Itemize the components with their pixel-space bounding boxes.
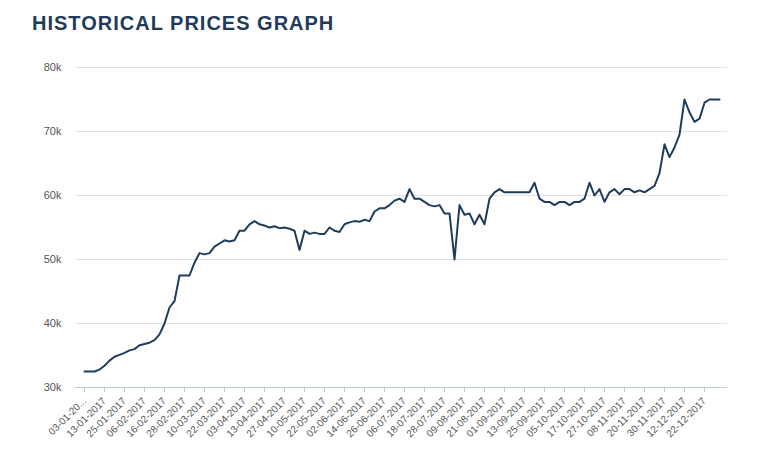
svg-text:09-08-2017: 09-08-2017 [424,395,469,440]
svg-text:01-09-2017: 01-09-2017 [464,395,509,440]
svg-text:21-08-2017: 21-08-2017 [444,395,489,440]
svg-text:06-07-2017: 06-07-2017 [364,395,409,440]
svg-text:50k: 50k [44,253,62,265]
svg-text:22-05-2017: 22-05-2017 [284,395,329,440]
svg-text:26-06-2017: 26-06-2017 [344,395,389,440]
svg-text:12-12-2017: 12-12-2017 [644,395,689,440]
svg-text:10-05-2017: 10-05-2017 [264,395,309,440]
svg-text:10-03-2017: 10-03-2017 [164,395,209,440]
svg-text:20-11-2017: 20-11-2017 [604,395,649,439]
svg-text:40k: 40k [44,317,62,329]
svg-text:25-01-2017: 25-01-2017 [84,395,129,440]
svg-text:22-12-2017: 22-12-2017 [664,395,708,439]
svg-text:25-09-2017: 25-09-2017 [504,395,549,440]
svg-text:60k: 60k [44,189,62,201]
svg-text:13-01-2017: 13-01-2017 [64,395,109,440]
svg-text:18-07-2017: 18-07-2017 [384,395,429,440]
svg-text:27-10-2017: 27-10-2017 [564,395,609,440]
svg-text:30-11-2017: 30-11-2017 [624,395,669,439]
svg-text:27-04-2017: 27-04-2017 [244,395,289,440]
html-text:HISTORICAL PRICES GRAPH: HISTORICAL PRICES GRAPH [32,12,335,34]
svg-text:70k: 70k [44,125,62,137]
svg-text:06-02-2017: 06-02-2017 [104,395,149,440]
svg-text:17-10-2017: 17-10-2017 [544,395,589,440]
svg-text:14-06-2017: 14-06-2017 [324,395,369,440]
svg-text:13-04-2017: 13-04-2017 [224,395,269,440]
svg-text:02-06-2017: 02-06-2017 [304,395,349,440]
svg-text:03-01-20...: 03-01-20... [46,395,89,438]
svg-text:28-02-2017: 28-02-2017 [144,395,189,440]
svg-text:22-03-2017: 22-03-2017 [184,395,229,440]
svg-text:05-10-2017: 05-10-2017 [524,395,569,440]
svg-text:08-11-2017: 08-11-2017 [584,395,629,439]
svg-text:13-09-2017: 13-09-2017 [484,395,529,440]
svg-text:16-02-2017: 16-02-2017 [124,395,169,440]
svg-text:28-07-2017: 28-07-2017 [404,395,449,440]
svg-text:03-04-2017: 03-04-2017 [204,395,249,440]
svg-text:30k: 30k [44,381,62,393]
svg-text:80k: 80k [44,61,62,73]
